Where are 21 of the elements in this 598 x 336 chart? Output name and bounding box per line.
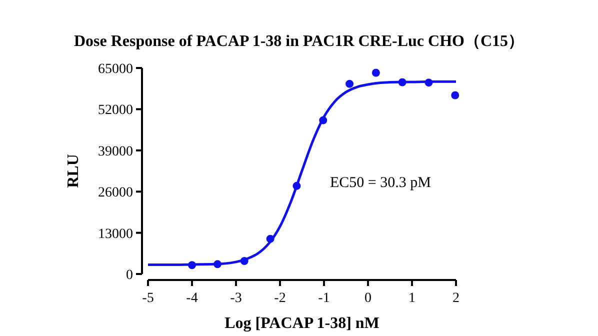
- y-tick-label: 26000: [98, 186, 133, 201]
- x-tick-label: -2: [274, 291, 286, 306]
- y-tick-label: 0: [126, 268, 133, 283]
- x-tick-label: 2: [452, 291, 460, 306]
- chart-title: Dose Response of PACAP 1-38 in PAC1R CRE-Luc CHO（C15）: [74, 33, 524, 50]
- y-tick-label: 39000: [98, 144, 133, 160]
- y-tick-label: 52000: [98, 103, 133, 118]
- x-tick-label: -3: [230, 291, 242, 306]
- y-tick-label: 65000: [98, 62, 133, 77]
- point: [372, 68, 380, 77]
- annotation: EC50 = 30.3 pM: [330, 175, 431, 191]
- point: [451, 91, 460, 100]
- x-tick-label: 0: [364, 291, 372, 306]
- x-tick-label: 1: [408, 291, 416, 306]
- y-tick-label: 13000: [98, 226, 133, 242]
- x-axis-title: Log [PACAP 1-38] nM: [224, 315, 380, 332]
- x-tick-label: -4: [186, 291, 198, 306]
- y-axis-title: RLU: [65, 154, 82, 188]
- x-tick-label: -1: [318, 291, 330, 306]
- x-tick-label: -5: [142, 291, 154, 306]
- point: [346, 80, 354, 88]
